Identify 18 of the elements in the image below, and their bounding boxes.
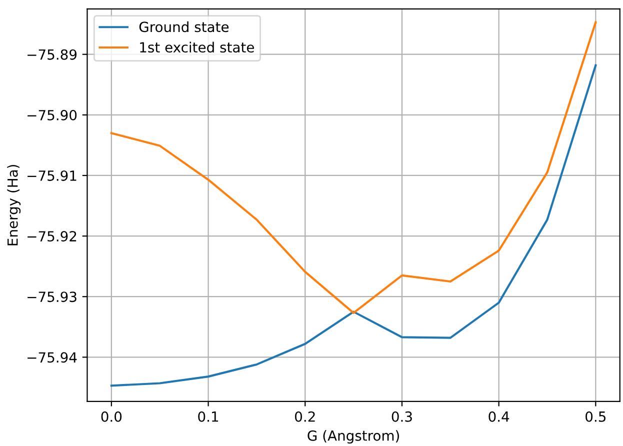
x-tick-label: 0.5: [586, 411, 606, 422]
y-axis-title: Energy (Ha): [7, 164, 21, 246]
x-tick-label: 0.0: [101, 411, 122, 422]
y-tick-label: −75.89: [28, 49, 77, 60]
x-axis-title: G (Angstrom): [308, 430, 399, 444]
y-tick-label: −75.93: [28, 292, 76, 302]
legend-label: Ground state: [139, 21, 229, 32]
y-tick-label: −75.94: [28, 352, 77, 363]
x-tick-label: 0.3: [392, 411, 412, 422]
x-tick-label: 0.4: [488, 411, 510, 422]
x-tick-label: 0.2: [295, 411, 315, 422]
legend-label: 1st excited state: [140, 42, 254, 53]
y-tick-label: −75.91: [28, 170, 76, 181]
y-tick-label: −75.90: [28, 110, 77, 120]
x-tick-label: 0.1: [198, 411, 218, 422]
y-tick-label: −75.92: [28, 231, 76, 242]
line-series: [110, 64, 597, 387]
line-series: [110, 21, 597, 314]
